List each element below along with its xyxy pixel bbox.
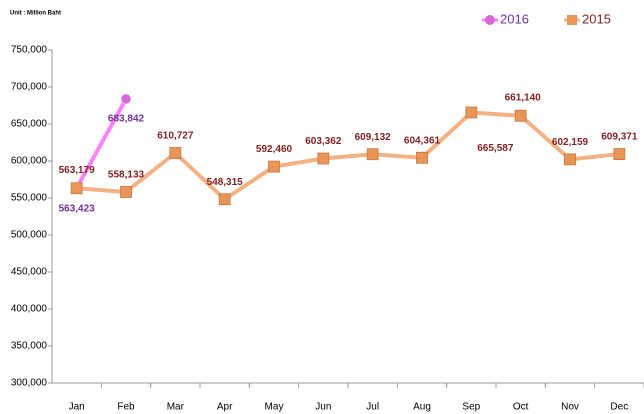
legend-marker xyxy=(567,15,577,25)
x-tick-label: Mar xyxy=(167,402,185,413)
data-label: 563,423 xyxy=(59,204,96,215)
marker xyxy=(218,193,231,206)
series-line xyxy=(76,110,620,202)
x-tick-label: Apr xyxy=(217,402,233,413)
x-tick-label: Nov xyxy=(561,402,579,413)
marker xyxy=(317,152,330,165)
data-label: 548,315 xyxy=(207,177,244,188)
y-tick-label: 600,000 xyxy=(11,156,48,167)
y-tick-label: 700,000 xyxy=(11,82,48,93)
data-label: 609,371 xyxy=(601,132,638,143)
y-tick-label: 400,000 xyxy=(11,304,48,315)
data-label: 609,132 xyxy=(355,132,392,143)
x-tick-label: Oct xyxy=(513,402,529,413)
data-label: 592,460 xyxy=(256,144,293,155)
data-label: 683,842 xyxy=(108,114,145,125)
legend-label: 2016 xyxy=(500,11,529,26)
x-tick-label: Dec xyxy=(610,402,628,413)
marker xyxy=(613,148,626,160)
legend-marker xyxy=(485,15,495,25)
y-tick-label: 350,000 xyxy=(11,341,48,352)
x-tick-label: Aug xyxy=(413,402,431,413)
data-label: 604,361 xyxy=(404,135,441,146)
marker xyxy=(70,182,83,195)
marker xyxy=(120,186,132,198)
marker xyxy=(366,148,379,161)
data-label: 665,587 xyxy=(477,143,514,154)
data-label: 602,159 xyxy=(552,137,589,148)
marker xyxy=(169,147,182,159)
y-tick-label: 650,000 xyxy=(11,119,48,130)
y-tick-label: 550,000 xyxy=(11,193,48,204)
unit-label: Unit : Million Baht xyxy=(10,11,61,17)
marker xyxy=(465,106,478,119)
x-tick-label: Jun xyxy=(315,402,331,413)
x-tick-label: Feb xyxy=(117,402,135,413)
y-tick-label: 300,000 xyxy=(11,378,48,389)
data-label: 610,727 xyxy=(157,131,194,142)
y-tick-label: 450,000 xyxy=(11,267,48,278)
x-tick-label: Sep xyxy=(462,402,480,413)
series-line xyxy=(74,97,128,190)
legend-label: 2015 xyxy=(582,11,611,26)
data-label: 661,140 xyxy=(505,92,542,103)
marker xyxy=(514,109,527,122)
y-tick-label: 500,000 xyxy=(11,230,48,241)
data-label: 563,179 xyxy=(59,165,96,176)
marker xyxy=(268,160,280,173)
marker xyxy=(564,153,576,166)
y-tick-label: 750,000 xyxy=(11,45,48,56)
data-label: 558,133 xyxy=(108,170,145,181)
x-tick-label: Jan xyxy=(69,402,85,413)
x-tick-label: May xyxy=(265,402,284,413)
data-label: 603,362 xyxy=(305,136,342,147)
marker xyxy=(416,151,428,164)
marker xyxy=(120,93,132,105)
x-tick-label: Jul xyxy=(366,402,379,413)
